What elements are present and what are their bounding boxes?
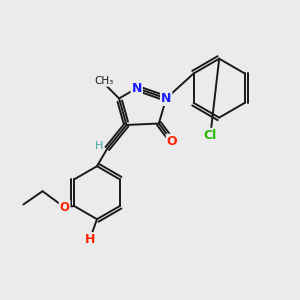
Text: O: O xyxy=(167,135,177,148)
Text: H: H xyxy=(85,233,94,246)
Text: N: N xyxy=(161,92,171,105)
Text: H: H xyxy=(95,141,103,151)
Text: N: N xyxy=(132,82,142,95)
Text: O: O xyxy=(60,201,70,214)
Text: H: H xyxy=(85,233,95,246)
Text: Cl: Cl xyxy=(204,129,217,142)
Text: CH₃: CH₃ xyxy=(95,76,114,86)
